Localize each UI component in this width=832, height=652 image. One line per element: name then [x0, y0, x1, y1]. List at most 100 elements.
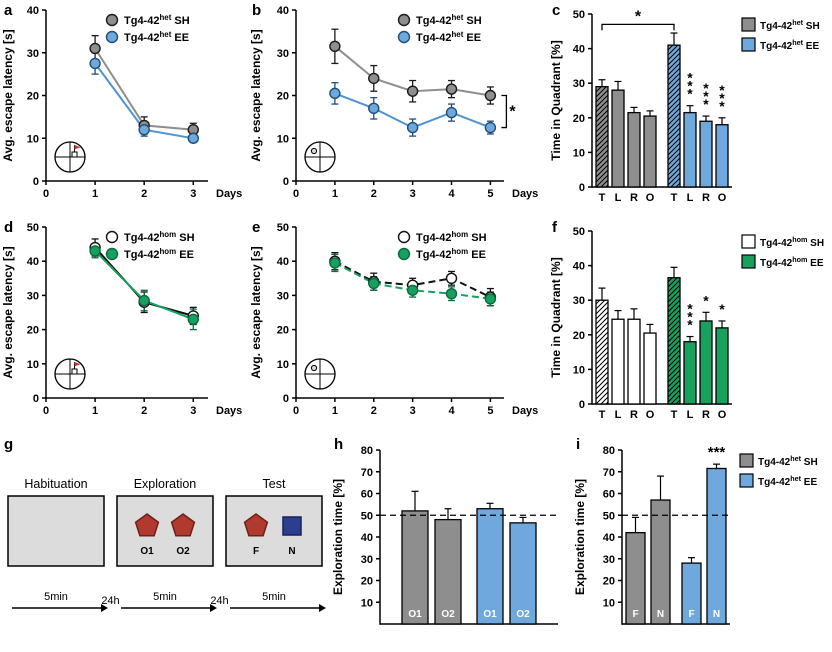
svg-text:30: 30 — [277, 48, 289, 60]
panel-d: d 0 1 2 3 0 10 20 30 40 50 Days Avg. escape latency … — [0, 217, 248, 434]
svg-text:*: * — [687, 86, 693, 102]
svg-text:R: R — [702, 409, 710, 421]
arrow-icon — [101, 604, 108, 612]
legend-swatch — [739, 453, 754, 468]
svg-text:5min: 5min — [262, 591, 286, 603]
svg-text:Tg4-42hom SH: Tg4-42hom SH — [124, 230, 195, 244]
svg-text:Habituation: Habituation — [24, 477, 87, 491]
svg-text:N: N — [288, 546, 295, 557]
svg-text:50: 50 — [27, 222, 39, 234]
svg-text:O: O — [646, 192, 655, 204]
svg-text:2: 2 — [141, 188, 147, 200]
significance-bracket — [601, 23, 675, 31]
arena-box — [7, 495, 105, 567]
bar — [643, 115, 657, 188]
svg-text:40: 40 — [277, 256, 289, 268]
legend-marker — [397, 30, 411, 44]
svg-text:4: 4 — [448, 188, 455, 200]
svg-text:20: 20 — [277, 91, 289, 103]
svg-text:L: L — [615, 192, 622, 204]
panel-label-d: d — [4, 219, 14, 236]
svg-text:Tg4-42hom EE: Tg4-42hom EE — [760, 255, 824, 269]
svg-text:Days: Days — [216, 188, 242, 200]
svg-text:***: *** — [708, 444, 726, 461]
svg-text:30: 30 — [27, 48, 39, 60]
svg-text:*: * — [719, 301, 725, 317]
svg-text:R: R — [702, 192, 710, 204]
svg-text:*: * — [719, 82, 725, 98]
svg-text:L: L — [615, 409, 622, 421]
data-point — [406, 284, 419, 296]
arena-box — [225, 495, 323, 567]
svg-text:O: O — [718, 192, 727, 204]
bar — [595, 86, 609, 188]
svg-text:*: * — [687, 301, 693, 317]
svg-text:0: 0 — [43, 188, 49, 200]
panel-c: c 0 10 20 30 40 50 Time in Quadrant [%] T L R O T L * *… — [548, 0, 832, 217]
panel-b: b 0 1 2 3 4 5 0 10 20 30 40 Days Avg. escape latency … — [248, 0, 548, 217]
svg-text:F: F — [253, 546, 259, 557]
object-pentagon — [243, 513, 269, 537]
data-point — [368, 277, 380, 290]
svg-text:20: 20 — [573, 330, 585, 342]
svg-text:0: 0 — [283, 393, 289, 405]
svg-text:L: L — [687, 409, 694, 421]
svg-text:Days: Days — [512, 405, 538, 417]
bar — [706, 467, 727, 625]
svg-text:O1: O1 — [408, 609, 422, 620]
svg-text:*: * — [703, 80, 709, 96]
object-square — [282, 516, 302, 536]
svg-text:F: F — [632, 609, 638, 620]
data-point — [329, 257, 341, 269]
significance-bracket — [501, 94, 508, 129]
legend-swatch — [741, 234, 756, 249]
svg-text:N: N — [657, 609, 664, 620]
bar — [509, 522, 537, 625]
svg-text:Tg4-42het SH: Tg4-42het SH — [416, 13, 482, 27]
svg-text:Tg4-42het EE: Tg4-42het EE — [124, 30, 189, 44]
bar — [627, 111, 641, 188]
svg-text:50: 50 — [361, 510, 373, 522]
legend-marker — [105, 13, 119, 27]
svg-text:O1: O1 — [140, 546, 154, 557]
svg-text:30: 30 — [603, 554, 615, 566]
svg-text:Avg. escape latency [s]: Avg. escape latency [s] — [1, 246, 15, 378]
svg-text:5min: 5min — [153, 591, 177, 603]
svg-text:10: 10 — [277, 359, 289, 371]
svg-text:*: * — [703, 96, 709, 112]
svg-text:*: * — [719, 90, 725, 106]
svg-text:F: F — [688, 609, 694, 620]
panel-h-chart: 10 20 30 40 50 60 70 80 Exploration time [%] O1 O2… — [331, 445, 558, 625]
svg-text:24h: 24h — [210, 595, 228, 607]
bar — [476, 508, 504, 625]
bar — [625, 532, 646, 625]
svg-text:40: 40 — [27, 5, 39, 17]
svg-text:1: 1 — [92, 188, 98, 200]
bar — [650, 499, 671, 625]
data-point — [89, 42, 101, 55]
svg-text:Tg4-42het EE: Tg4-42het EE — [758, 474, 817, 488]
svg-text:Tg4-42het SH: Tg4-42het SH — [760, 18, 820, 32]
svg-text:*: * — [687, 70, 693, 86]
svg-text:*: * — [703, 88, 709, 104]
svg-text:O2: O2 — [441, 609, 455, 620]
svg-text:5: 5 — [487, 188, 493, 200]
svg-text:10: 10 — [277, 133, 289, 145]
bar — [667, 277, 681, 405]
svg-text:O2: O2 — [176, 546, 190, 557]
object-pentagon — [134, 513, 160, 537]
svg-text:24h: 24h — [101, 595, 119, 607]
svg-text:Tg4-42hom SH: Tg4-42hom SH — [760, 235, 824, 249]
data-point — [368, 102, 380, 115]
svg-text:Tg4-42het SH: Tg4-42het SH — [124, 13, 190, 27]
arena-box — [116, 495, 214, 567]
bar — [401, 510, 429, 625]
svg-text:1: 1 — [92, 405, 98, 417]
svg-text:20: 20 — [27, 325, 39, 337]
svg-text:50: 50 — [603, 510, 615, 522]
svg-text:30: 30 — [573, 78, 585, 90]
svg-text:Tg4-42hom EE: Tg4-42hom EE — [124, 247, 194, 261]
svg-text:Days: Days — [216, 405, 242, 417]
data-point — [368, 72, 380, 85]
